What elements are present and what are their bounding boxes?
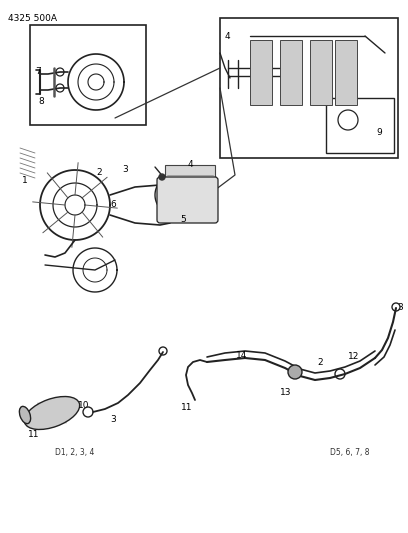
Text: 4: 4 (188, 160, 194, 169)
Bar (165, 165, 215, 220)
FancyBboxPatch shape (157, 177, 218, 223)
Bar (30, 25, 146, 125)
Bar (310, 40, 332, 105)
Bar (220, 18, 398, 158)
Text: 4: 4 (225, 32, 231, 41)
Bar (280, 40, 302, 105)
Text: 1: 1 (22, 176, 28, 185)
Text: 7: 7 (35, 67, 41, 76)
Text: 14: 14 (236, 351, 247, 360)
Text: 3: 3 (122, 165, 128, 174)
Ellipse shape (24, 397, 80, 430)
Text: 8: 8 (38, 97, 44, 106)
Text: 5: 5 (180, 215, 186, 224)
Circle shape (159, 174, 165, 180)
Text: 2: 2 (96, 168, 102, 177)
Bar (326, 98, 394, 153)
Text: 3: 3 (397, 303, 403, 312)
Ellipse shape (20, 406, 31, 424)
Text: 13: 13 (280, 388, 291, 397)
Text: 2: 2 (317, 358, 323, 367)
Text: 9: 9 (376, 128, 382, 137)
Text: 10: 10 (78, 401, 89, 410)
Text: D5, 6, 7, 8: D5, 6, 7, 8 (330, 448, 370, 457)
Bar (335, 40, 357, 105)
Text: 11: 11 (181, 403, 193, 412)
Bar (250, 40, 272, 105)
Text: 12: 12 (348, 352, 359, 361)
Text: 3: 3 (110, 415, 116, 424)
Text: D1, 2, 3, 4: D1, 2, 3, 4 (55, 448, 94, 457)
Text: 6: 6 (110, 200, 116, 209)
Text: 4325 500A: 4325 500A (8, 14, 57, 23)
Text: 11: 11 (28, 430, 40, 439)
Circle shape (288, 365, 302, 379)
